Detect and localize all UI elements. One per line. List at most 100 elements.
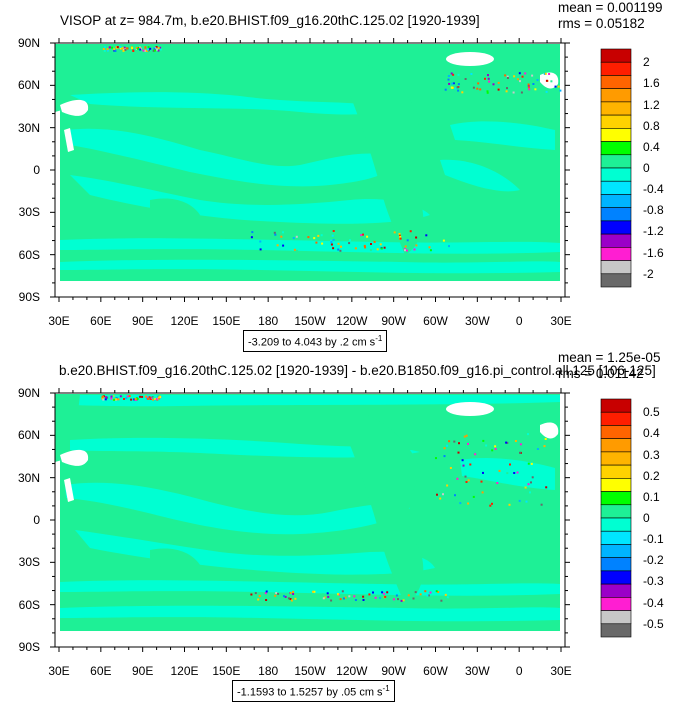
negative-anomaly-region <box>70 175 430 224</box>
inland-sea-missing <box>60 449 89 466</box>
lat-label: 0 <box>33 513 40 527</box>
colorbar-label: 0 <box>643 511 650 525</box>
field-cell <box>455 456 458 459</box>
field-cell <box>110 397 113 400</box>
field-cell <box>435 590 438 593</box>
lon-label: 90W <box>381 664 406 678</box>
colorbar-label: 0 <box>643 161 650 175</box>
negative-anomaly-region <box>60 395 560 407</box>
colorbar-cell <box>600 517 632 532</box>
field-cell <box>543 445 546 448</box>
field-cell <box>529 491 531 494</box>
colorbar-cell <box>600 114 632 129</box>
colorbar-label: 0.4 <box>643 139 660 154</box>
field-cell <box>372 591 374 594</box>
field-cell <box>128 395 131 398</box>
field-cell <box>119 395 122 398</box>
field-cell <box>462 464 465 467</box>
field-cell <box>337 242 340 245</box>
negative-anomaly-region <box>70 437 420 458</box>
field-cell <box>545 90 548 93</box>
colorbar-cell <box>600 101 632 116</box>
field-cell <box>340 245 342 248</box>
field-cell <box>461 91 464 94</box>
field-cell <box>364 246 367 249</box>
field-cell <box>559 89 562 92</box>
map-plot <box>50 38 632 302</box>
field-cell <box>315 241 318 244</box>
field-cell <box>106 48 109 51</box>
colorbar-label: -0.1 <box>643 532 664 547</box>
field-cell <box>516 471 519 474</box>
field-cell <box>103 46 106 49</box>
field-cell <box>457 83 460 86</box>
colorbar-cell <box>600 194 632 208</box>
field-cell <box>113 395 116 398</box>
colorbar-cell <box>600 491 632 506</box>
field-cell <box>440 599 443 602</box>
field-cell <box>406 249 408 252</box>
field-cell <box>139 48 142 51</box>
field-cell <box>459 502 462 505</box>
field-cell <box>353 595 356 598</box>
lon-label: 30E <box>48 664 70 678</box>
field-cell <box>467 502 470 505</box>
colorbar-cell <box>600 233 632 248</box>
field-cell <box>142 49 145 52</box>
field-cell <box>400 599 403 602</box>
field-cell <box>518 499 521 502</box>
field-cell <box>113 398 116 401</box>
field-cell <box>106 46 109 49</box>
lon-label: 30E <box>550 314 572 328</box>
field-cell <box>550 80 553 83</box>
field-cell <box>474 453 477 456</box>
colorbar-label: -0.4 <box>643 595 664 610</box>
field-cell <box>491 502 493 505</box>
field-cell <box>386 590 389 593</box>
field-cell <box>123 46 126 49</box>
field-cell <box>413 248 416 251</box>
field-cell <box>312 590 315 593</box>
land-region <box>55 394 80 462</box>
lat-label: 60N <box>17 78 40 93</box>
field-cell <box>532 83 535 85</box>
field-cell <box>484 77 486 80</box>
field-cell <box>520 91 523 94</box>
field-cell <box>512 91 515 94</box>
field-cell <box>135 47 138 49</box>
field-cell <box>442 239 445 242</box>
lon-label: 60E <box>90 664 112 678</box>
land-region <box>350 410 424 605</box>
field-cell <box>527 483 530 486</box>
field-cell <box>330 599 333 602</box>
field-cell <box>492 83 495 86</box>
field-cell <box>409 230 412 233</box>
lon-label: 120W <box>336 664 368 678</box>
field-cell <box>133 47 136 50</box>
field-cell <box>132 50 135 52</box>
field-cell <box>447 75 450 77</box>
field-cell <box>427 594 430 597</box>
colorbar-cell <box>600 61 632 76</box>
field-cell <box>307 236 310 239</box>
field-cell <box>452 73 455 76</box>
field-cell <box>429 591 432 594</box>
field-cell <box>506 441 509 444</box>
colorbar-cell <box>600 220 632 235</box>
field-cell <box>370 243 372 245</box>
field-cell <box>322 593 325 596</box>
field-cell <box>447 78 450 81</box>
field-cell <box>446 484 449 487</box>
field-cell <box>117 398 120 401</box>
field-cell <box>124 48 127 51</box>
field-cell <box>457 73 460 76</box>
colorbar-label: -0.2 <box>643 553 664 568</box>
field-cell <box>469 463 472 466</box>
field-cell <box>296 249 298 252</box>
field-cell <box>260 600 263 602</box>
field-cell <box>332 238 335 241</box>
field-cell <box>283 595 285 598</box>
field-cell <box>441 86 444 89</box>
negative-anomaly-region <box>70 92 386 115</box>
field-cell <box>148 396 151 399</box>
